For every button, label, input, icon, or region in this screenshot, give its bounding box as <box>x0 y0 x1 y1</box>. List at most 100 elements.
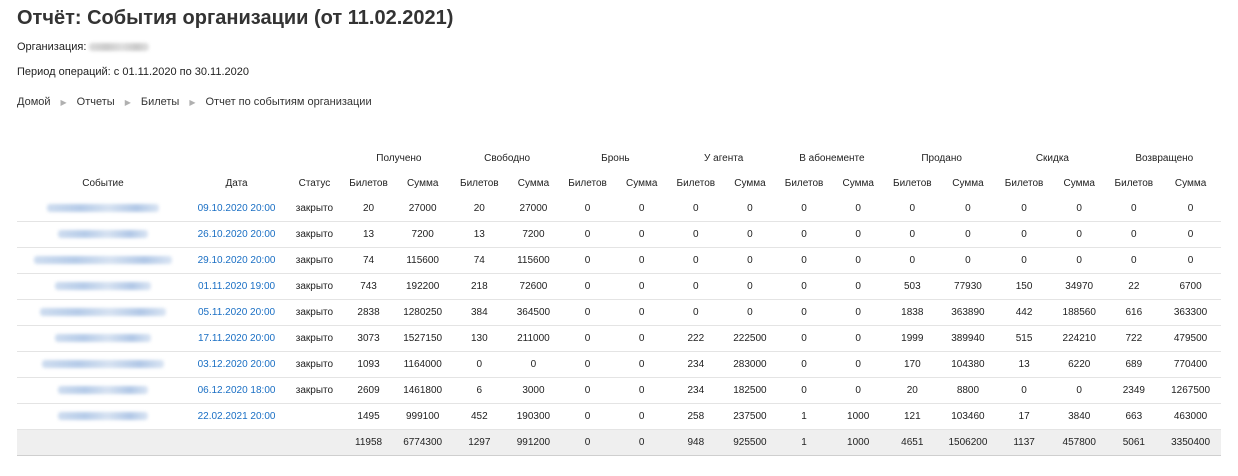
sum-cell: 3840 <box>1050 403 1108 430</box>
event-date-link[interactable]: 17.11.2020 20:00 <box>197 333 276 344</box>
sum-cell: 1000 <box>830 403 886 430</box>
sum-cell: 77930 <box>938 273 998 300</box>
sum-cell: 0 <box>938 221 998 248</box>
tickets-cell: 222 <box>669 325 723 352</box>
sum-cell: 7200 <box>392 221 454 248</box>
event-name-link-redacted[interactable] <box>54 282 151 291</box>
date-cell: 29.10.2020 20:00 <box>188 247 285 274</box>
event-date-link[interactable]: 01.11.2020 19:00 <box>197 281 276 292</box>
event-name-link-redacted[interactable] <box>39 308 166 317</box>
sum-cell: 0 <box>830 325 886 352</box>
sum-cell: 0 <box>722 247 778 274</box>
sum-cell: 770400 <box>1160 351 1221 378</box>
table-row: 22.02.2021 20:00 1495 999100 452 190300 0 0 258… <box>17 403 1221 430</box>
sum-cell: 0 <box>938 247 998 274</box>
tickets-cell: 743 <box>344 273 393 300</box>
event-name-link-redacted[interactable] <box>54 334 151 343</box>
tickets-cell: 1 <box>777 403 831 430</box>
tickets-cell: 0 <box>997 377 1051 404</box>
tickets-cell: 0 <box>561 351 614 378</box>
event-date-link[interactable]: 05.11.2020 20:00 <box>197 307 276 318</box>
event-name-link-redacted[interactable] <box>57 412 148 421</box>
tickets-cell: 6 <box>453 377 506 404</box>
event-date-link[interactable]: 03.12.2020 20:00 <box>197 359 276 370</box>
sum-cell: 0 <box>830 351 886 378</box>
sum-cell: 363890 <box>938 299 998 326</box>
event-name-link-redacted[interactable] <box>33 256 172 265</box>
event-date-link[interactable]: 06.12.2020 18:00 <box>197 385 276 396</box>
breadcrumb: Домой ▶ Отчеты ▶ Билеты ▶ Отчет по событ… <box>17 96 372 108</box>
event-name-link-redacted[interactable] <box>57 386 148 395</box>
tickets-cell: 13 <box>344 221 393 248</box>
event-cell <box>17 221 189 248</box>
page-title: Отчёт: События организации (от 11.02.202… <box>17 7 454 29</box>
date-cell: 09.10.2020 20:00 <box>188 196 285 222</box>
tickets-cell: 0 <box>997 221 1051 248</box>
breadcrumb-tickets[interactable]: Билеты <box>140 96 180 108</box>
tickets-cell: 0 <box>453 351 506 378</box>
organization-line: Организация: <box>17 41 150 53</box>
sum-cell: 6220 <box>1050 351 1108 378</box>
sum-cell: 188560 <box>1050 299 1108 326</box>
sum-cell: 0 <box>613 196 670 222</box>
sum-cell: 0 <box>830 221 886 248</box>
tickets-cell: 0 <box>561 377 614 404</box>
sub-header-tickets: Билетов <box>893 178 932 189</box>
tickets-cell: 1999 <box>886 325 939 352</box>
sum-cell: 999100 <box>392 403 454 430</box>
group-header-agent: У агента <box>704 152 744 164</box>
total-sum-cell: 0 <box>613 429 670 456</box>
event-date-link[interactable]: 22.02.2021 20:00 <box>197 411 276 422</box>
tickets-cell: 218 <box>453 273 506 300</box>
breadcrumb-reports[interactable]: Отчеты <box>76 96 115 108</box>
tickets-cell: 0 <box>886 196 939 222</box>
sum-cell: 222500 <box>722 325 778 352</box>
total-tickets-cell: 1297 <box>453 429 506 456</box>
event-date-link[interactable]: 29.10.2020 20:00 <box>197 255 276 266</box>
sum-cell: 1461800 <box>392 377 454 404</box>
table-row: 26.10.2020 20:00 закрыто 13 7200 13 7200 0 0 0 0 0… <box>17 221 1221 248</box>
tickets-cell: 1093 <box>344 351 393 378</box>
total-tickets-cell: 5061 <box>1107 429 1161 456</box>
tickets-cell: 20 <box>344 196 393 222</box>
tickets-cell: 0 <box>777 299 831 326</box>
group-header-row: Событие Дата Статус Получено Свободно Бр… <box>17 145 1221 190</box>
sum-cell: 8800 <box>938 377 998 404</box>
event-name-link-redacted[interactable] <box>46 204 159 213</box>
sub-header-sum: Сумма <box>952 178 984 189</box>
sum-cell: 0 <box>722 196 778 222</box>
group-header-discount: Скидка <box>1035 152 1069 164</box>
tickets-cell: 515 <box>997 325 1051 352</box>
date-cell: 05.11.2020 20:00 <box>188 299 285 326</box>
date-cell: 17.11.2020 20:00 <box>188 325 285 352</box>
report-body: 09.10.2020 20:00 закрыто 20 27000 20 27000 0 0 0… <box>17 196 1221 456</box>
event-name-link-redacted[interactable] <box>41 360 164 369</box>
tickets-cell: 0 <box>561 325 614 352</box>
breadcrumb-home[interactable]: Домой <box>17 96 51 108</box>
sum-cell: 0 <box>722 221 778 248</box>
sub-header-tickets: Билетов <box>349 178 388 189</box>
event-date-link[interactable]: 26.10.2020 20:00 <box>197 229 276 240</box>
tickets-cell: 689 <box>1107 351 1161 378</box>
tickets-cell: 2349 <box>1107 377 1161 404</box>
event-name-link-redacted[interactable] <box>57 230 148 239</box>
total-sum-cell: 6774300 <box>392 429 454 456</box>
column-header-status: Статус <box>298 178 331 189</box>
event-cell <box>17 299 189 326</box>
status-cell: закрыто <box>284 377 345 404</box>
sum-cell: 0 <box>613 247 670 274</box>
tickets-cell: 0 <box>1107 196 1161 222</box>
sub-header-sum: Сумма <box>1174 178 1207 189</box>
sum-cell: 1527150 <box>392 325 454 352</box>
status-cell: закрыто <box>284 351 345 378</box>
sum-cell: 363300 <box>1160 299 1221 326</box>
sum-cell: 104380 <box>938 351 998 378</box>
sum-cell: 0 <box>613 273 670 300</box>
table-row: 17.11.2020 20:00 закрыто 3073 1527150 130 211… <box>17 325 1221 352</box>
tickets-cell: 503 <box>886 273 939 300</box>
sum-cell: 0 <box>1160 196 1221 222</box>
event-date-link[interactable]: 09.10.2020 20:00 <box>197 203 276 214</box>
date-cell: 06.12.2020 18:00 <box>188 377 285 404</box>
column-header-event: Событие <box>82 178 124 189</box>
sum-cell: 0 <box>830 273 886 300</box>
